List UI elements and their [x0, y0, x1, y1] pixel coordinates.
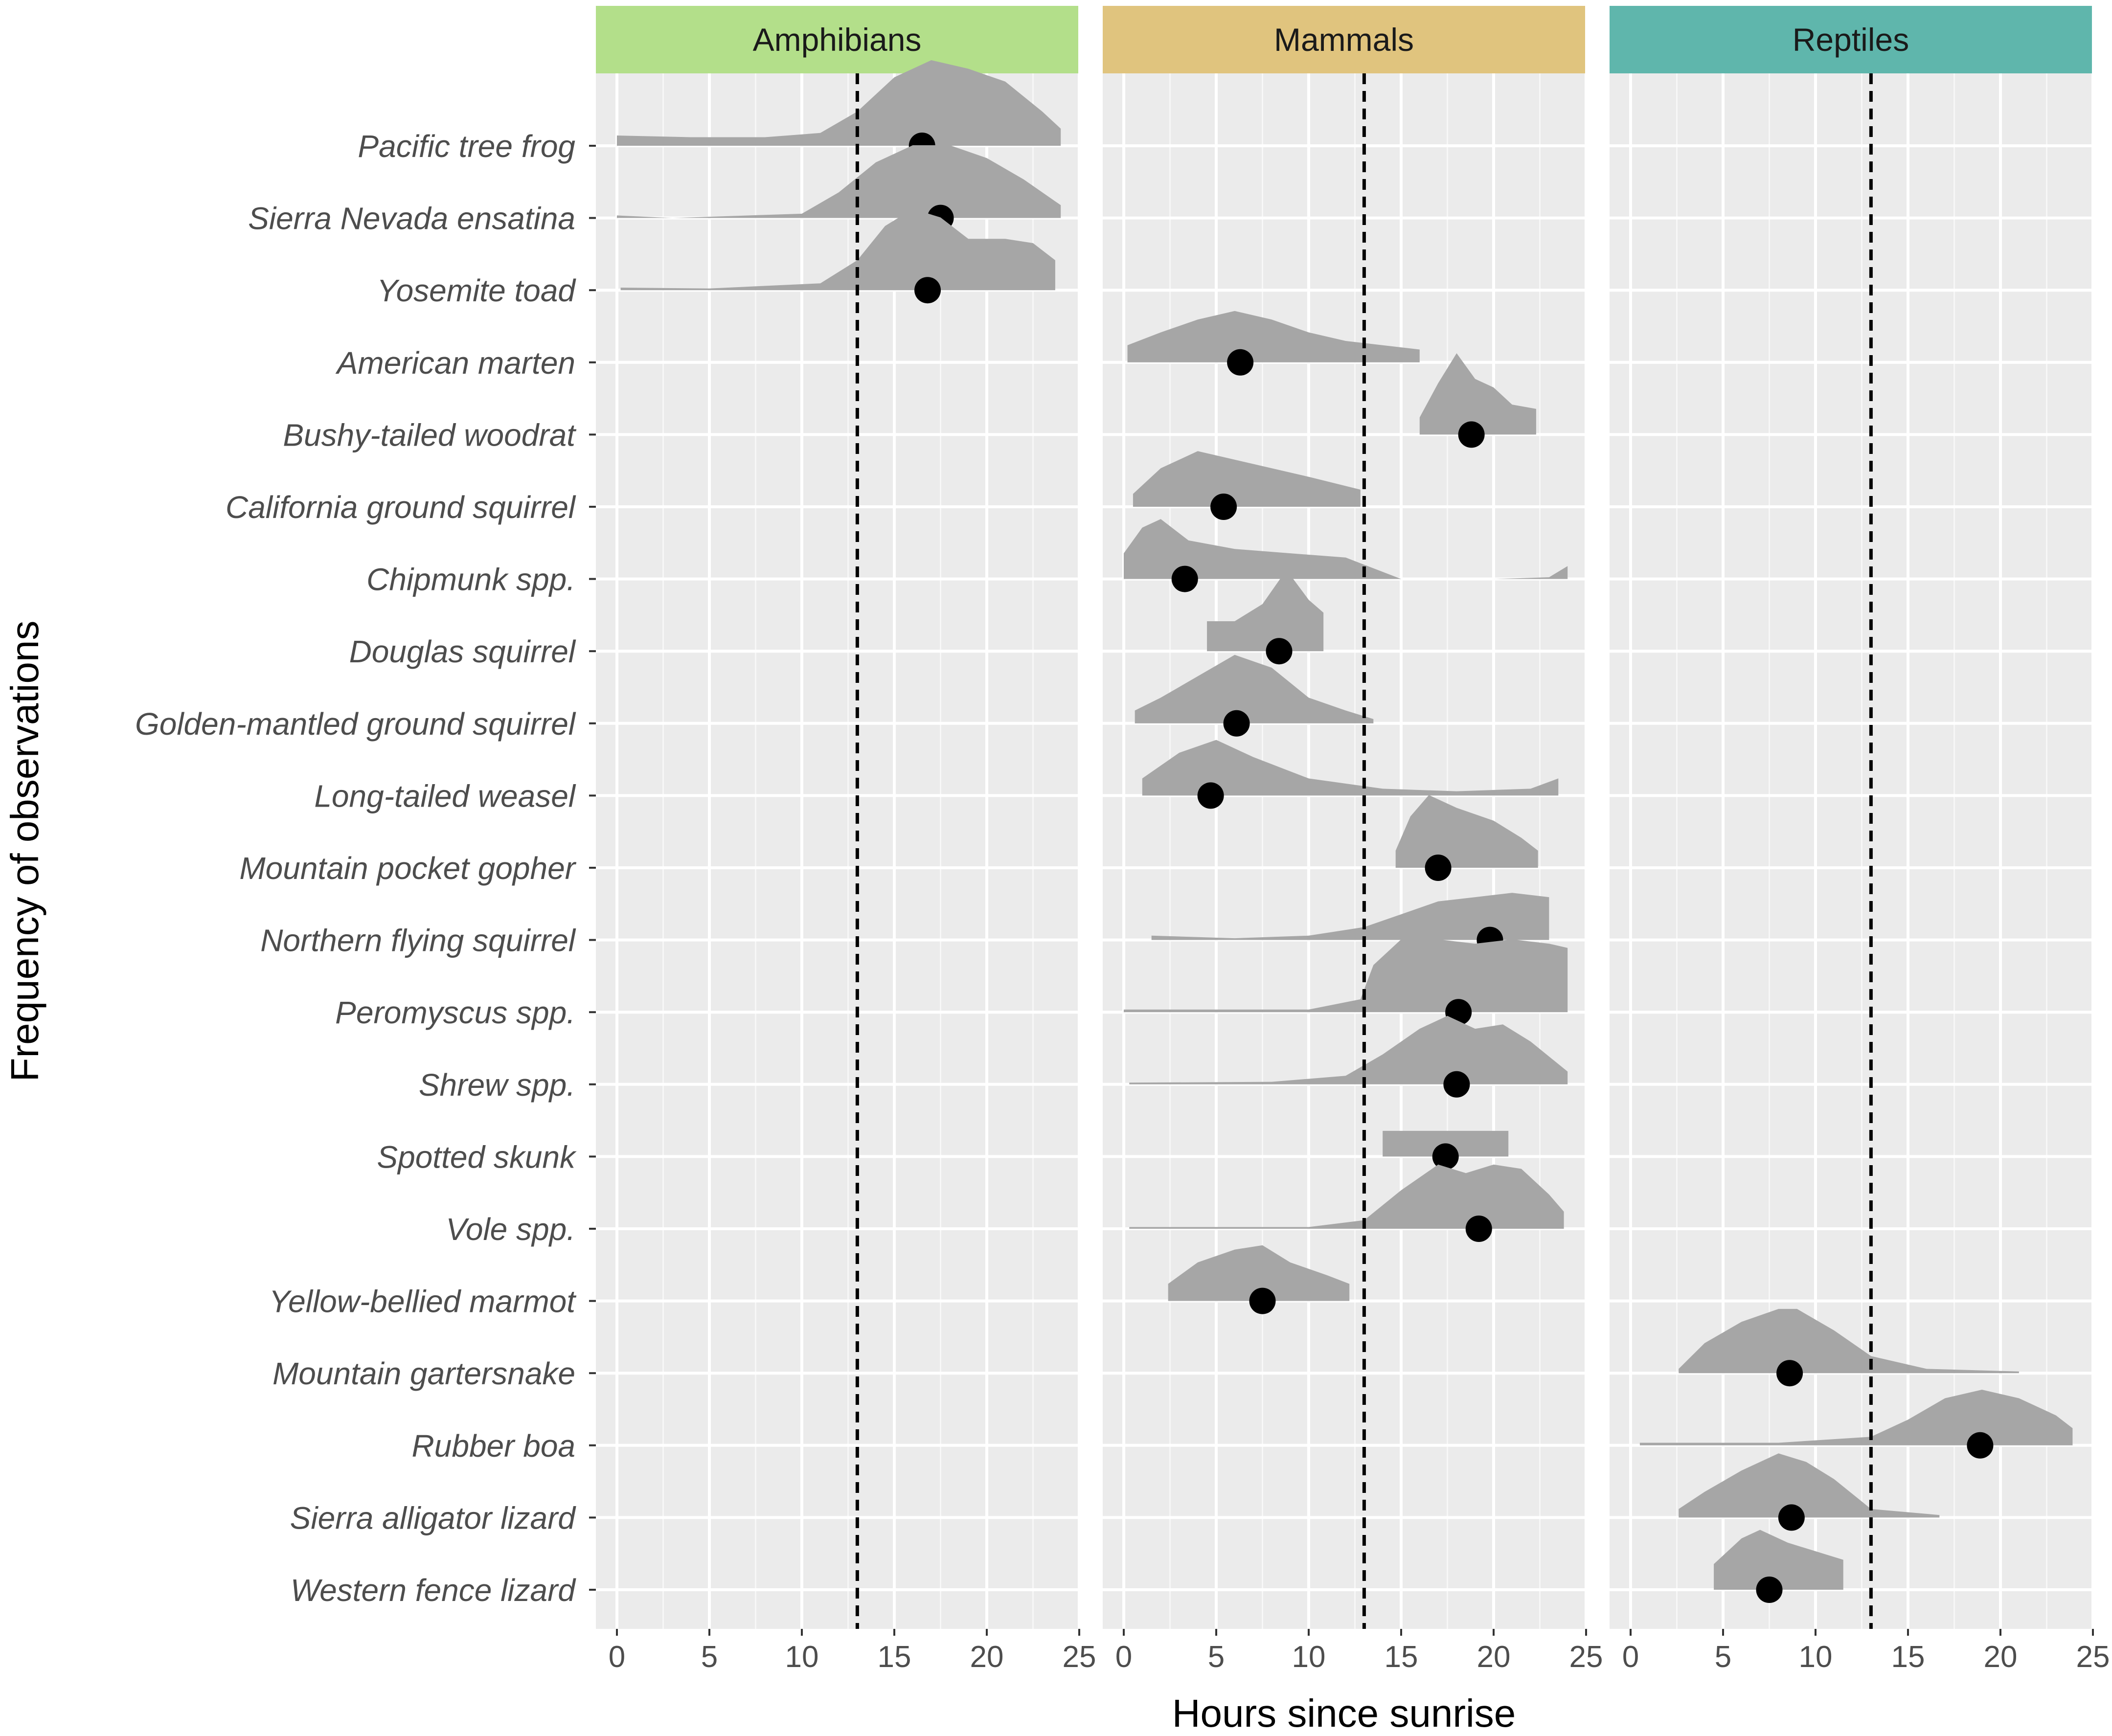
species-label-rubber-boa: Rubber boa: [412, 1428, 575, 1464]
y-axis-title: Frequency of observations: [3, 621, 46, 1082]
x-tick-label: 5: [701, 1640, 718, 1674]
species-label-sierra-alligator-lizard: Sierra alligator lizard: [290, 1500, 577, 1535]
strip-label: Reptiles: [1793, 22, 1909, 58]
x-tick-label: 15: [1891, 1640, 1925, 1674]
density-yosemite-toad: [620, 209, 1055, 291]
strip-amphibians: [596, 6, 1078, 73]
median-point-golden-mantled-ground-squirrel: [1223, 710, 1250, 737]
x-tick-label: 15: [1385, 1640, 1418, 1674]
species-label-northern-flying-squirrel: Northern flying squirrel: [260, 923, 576, 958]
density-mountain-gartersnake: [1679, 1308, 2019, 1374]
species-label-mountain-gartersnake: Mountain gartersnake: [273, 1356, 575, 1391]
species-label-mountain-pocket-gopher: Mountain pocket gopher: [239, 851, 576, 886]
species-label-golden-mantled-ground-squirrel: Golden-mantled ground squirrel: [135, 706, 576, 742]
median-point-vole-spp: [1465, 1216, 1492, 1242]
panel-background: [596, 73, 1078, 1629]
median-point-mountain-pocket-gopher: [1425, 855, 1452, 881]
median-point-california-ground-squirrel: [1210, 494, 1237, 520]
median-point-sierra-alligator-lizard: [1778, 1504, 1805, 1531]
x-tick-label: 5: [1715, 1640, 1731, 1674]
density-shrew-spp: [1129, 1015, 1568, 1084]
species-label-peromyscus-spp: Peromyscus spp.: [335, 995, 575, 1030]
species-label-spotted-skunk: Spotted skunk: [377, 1139, 577, 1174]
x-tick-label: 5: [1208, 1640, 1225, 1674]
median-point-mountain-gartersnake: [1776, 1360, 1803, 1387]
species-label-yellow-bellied-marmot: Yellow-bellied marmot: [269, 1284, 576, 1319]
species-label-douglas-squirrel: Douglas squirrel: [349, 634, 576, 669]
density-western-fence-lizard: [1714, 1530, 1843, 1590]
density-american-marten: [1127, 311, 1420, 362]
x-tick-label: 15: [878, 1640, 911, 1674]
species-label-yosemite-toad: Yosemite toad: [377, 273, 576, 308]
median-point-shrew-spp: [1443, 1071, 1470, 1098]
median-point-douglas-squirrel: [1266, 638, 1293, 665]
median-point-western-fence-lizard: [1756, 1577, 1783, 1603]
density-peromyscus-spp: [1124, 939, 1568, 1013]
species-label-california-ground-squirrel: California ground squirrel: [226, 490, 576, 525]
median-point-american-marten: [1227, 349, 1254, 376]
density-chipmunk-spp: [1124, 519, 1568, 579]
panel-background: [1610, 73, 2092, 1629]
density-douglas-squirrel: [1207, 570, 1324, 652]
x-tick-label: 0: [1115, 1640, 1132, 1674]
panel-mammals: Mammals 0 5 10 15 20 25: [1103, 6, 1603, 1674]
density-long-tailed-weasel: [1142, 740, 1559, 796]
x-tick-label: 0: [1622, 1640, 1639, 1674]
x-tick-label: 20: [1984, 1640, 2018, 1674]
x-tick-label: 20: [970, 1640, 1004, 1674]
x-tick-label: 10: [1799, 1640, 1833, 1674]
strip-mammals: [1103, 6, 1585, 73]
species-label-sierra-nevada-ensatina: Sierra Nevada ensatina: [248, 201, 575, 236]
density-yellow-bellied-marmot: [1168, 1245, 1350, 1301]
strip-label: Amphibians: [753, 22, 922, 58]
median-point-rubber-boa: [1967, 1432, 1994, 1459]
median-point-yosemite-toad: [914, 277, 941, 304]
density-bushy-tailed-woodrat: [1419, 353, 1536, 435]
x-tick-label: 10: [785, 1640, 819, 1674]
density-rubber-boa: [1639, 1390, 2073, 1445]
species-label-long-tailed-weasel: Long-tailed weasel: [314, 778, 576, 813]
species-label-bushy-tailed-woodrat: Bushy-tailed woodrat: [283, 417, 576, 452]
density-northern-flying-squirrel: [1151, 893, 1549, 940]
median-point-yellow-bellied-marmot: [1249, 1287, 1276, 1314]
median-point-long-tailed-weasel: [1197, 782, 1224, 809]
median-point-bushy-tailed-woodrat: [1458, 421, 1485, 448]
label-layer: Pacific tree frog Sierra Nevada ensatina Y…: [3, 129, 1516, 1735]
x-tick-label: 25: [1569, 1640, 1603, 1674]
median-point-chipmunk-spp: [1171, 565, 1198, 592]
density-pacific-tree-frog: [617, 60, 1061, 146]
strip-reptiles: [1610, 6, 2092, 73]
species-label-shrew-spp: Shrew spp.: [419, 1067, 575, 1103]
panel-amphibians: Amphibians 0 5 10 15 20 25: [596, 6, 1096, 1674]
density-golden-mantled-ground-squirrel: [1135, 654, 1374, 723]
density-sierra-alligator-lizard: [1679, 1453, 1940, 1518]
density-vole-spp: [1129, 1164, 1564, 1229]
strip-label: Mammals: [1274, 22, 1414, 58]
density-california-ground-squirrel: [1133, 451, 1361, 507]
x-axis-title: Hours since sunrise: [1172, 1691, 1516, 1734]
x-tick-label: 0: [609, 1640, 625, 1674]
x-tick-label: 20: [1477, 1640, 1511, 1674]
species-label-chipmunk-spp: Chipmunk spp.: [366, 562, 575, 597]
x-tick-label: 25: [1063, 1640, 1096, 1674]
species-label-vole-spp: Vole spp.: [446, 1212, 575, 1247]
species-label-american-marten: American marten: [335, 345, 575, 381]
x-tick-label: 10: [1292, 1640, 1326, 1674]
median-point-spotted-skunk: [1432, 1143, 1459, 1170]
panel-reptiles: Reptiles 0 5 10 15 20 25: [1610, 6, 2110, 1674]
x-tick-label: 25: [2076, 1640, 2110, 1674]
species-label-pacific-tree-frog: Pacific tree frog: [358, 129, 575, 164]
density-mountain-pocket-gopher: [1395, 795, 1538, 868]
density-sierra-nevada-ensatina: [617, 145, 1061, 218]
species-label-western-fence-lizard: Western fence lizard: [291, 1573, 577, 1608]
